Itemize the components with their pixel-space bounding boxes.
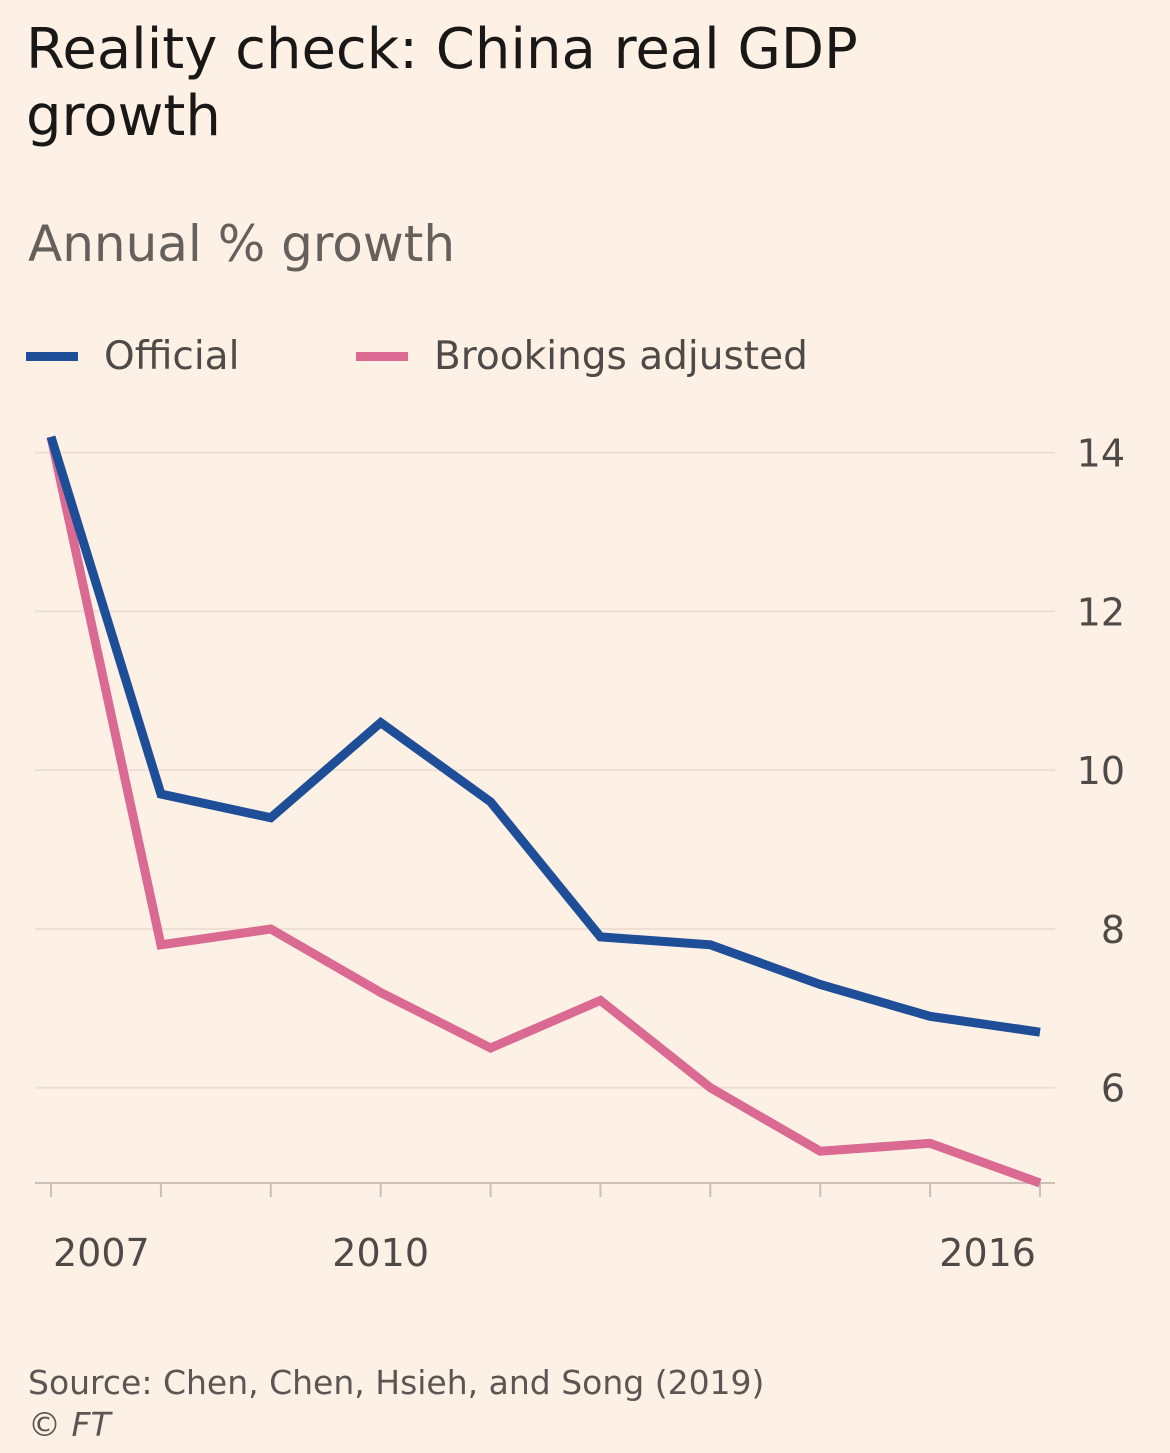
source-note: Source: Chen, Chen, Hsieh, and Song (201…	[28, 1363, 765, 1402]
series-line-brookings-adjusted	[46, 435, 1042, 1188]
legend-swatch-brookings	[356, 351, 408, 361]
y-tick-label-14: 14	[1077, 432, 1125, 476]
legend: Official Brookings adjusted	[26, 328, 1026, 384]
legend-label-brookings: Brookings adjusted	[434, 333, 808, 379]
x-tick-label-2010: 2010	[332, 1231, 429, 1275]
y-tick-label-8: 8	[1101, 908, 1125, 952]
legend-label-official: Official	[104, 333, 240, 379]
y-tick-label-10: 10	[1077, 749, 1125, 793]
y-tick-label-6: 6	[1101, 1067, 1125, 1111]
legend-item-brookings: Brookings adjusted	[356, 328, 808, 384]
legend-swatch-official	[26, 351, 78, 361]
chart-subtitle: Annual % growth	[28, 215, 456, 273]
series-line-official	[46, 435, 1041, 1037]
y-tick-label-12: 12	[1077, 590, 1125, 634]
x-tick-label-2007: 2007	[53, 1231, 150, 1275]
copyright-credit: © FT	[28, 1405, 111, 1444]
chart-title: Reality check: China real GDP growth	[26, 17, 858, 149]
legend-item-official: Official	[26, 328, 239, 384]
x-tick-label-2016: 2016	[939, 1231, 1036, 1275]
